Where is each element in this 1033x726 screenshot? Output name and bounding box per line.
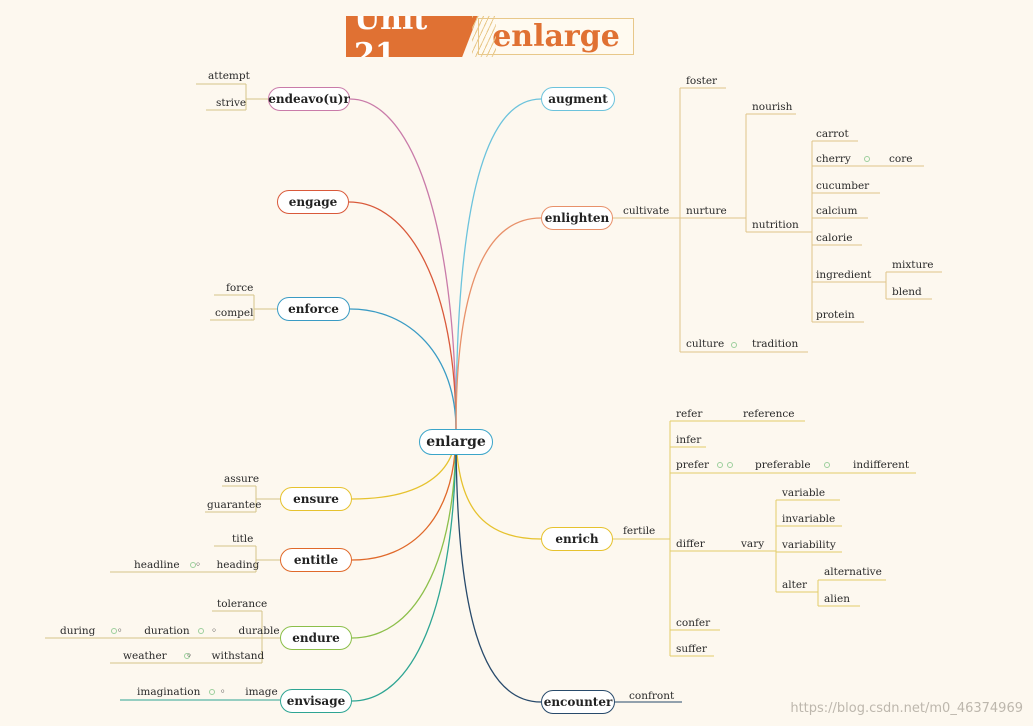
connector-line [255,546,280,572]
label-differ: differ [676,538,705,550]
branch-encounter [455,429,542,703]
dot-cherry-core [864,156,870,162]
dot-during-duration [111,628,117,634]
node-enforce[interactable]: enforce [277,297,350,321]
label-preferable: preferable [755,459,811,471]
label-confer: confer [676,617,711,629]
label-prefer: prefer [676,459,710,471]
label-protein: protein [816,309,855,321]
label-calorie: calorie [816,232,853,244]
label-carrot: carrot [816,128,849,140]
dot-imagination-image [209,689,215,695]
node-enrich[interactable]: enrich [541,527,613,551]
branch-envisage [351,429,457,702]
label-nutrition: nutrition [752,219,799,231]
center-node[interactable]: enlarge [419,429,493,455]
connector-line [253,295,277,320]
branch-enlighten [455,217,542,431]
label-title: title [232,533,254,545]
label-indifferent: indifferent [853,459,910,471]
watermark: https://blog.csdn.net/m0_46374969 [790,701,1023,716]
branch-engage [348,201,457,431]
label-cucumber: cucumber [816,180,870,192]
label-ingredient: ingredient [816,269,872,281]
node-augment[interactable]: augment [541,87,615,111]
label-calcium: calcium [816,205,858,217]
node-envisage[interactable]: envisage [280,689,352,713]
branch-endeavo(u)r [349,98,457,431]
label-tolerance: tolerance [217,598,268,610]
dot-headline-heading [190,562,196,568]
label-invariable: invariable [782,513,836,525]
branch-enforce [349,308,457,431]
label-attempt: attempt [208,70,250,82]
node-endeavour[interactable]: endeavo(u)r [268,87,350,111]
label-cultivate: cultivate [623,205,670,217]
label-weather-withstand: weather ◦ withstand [123,650,265,662]
connector-line [245,84,268,110]
node-encounter[interactable]: encounter [541,690,615,714]
label-nourish: nourish [752,101,793,113]
unit-title-banner: Unit 21 enlarge [346,16,634,57]
label-alternative: alternative [824,566,882,578]
dot-refer-reference [717,462,723,468]
label-reference: reference [743,408,795,420]
label-refer: refer [676,408,703,420]
connector-line [261,611,280,663]
label-nurture: nurture [686,205,727,217]
node-ensure[interactable]: ensure [280,487,352,511]
dot-preferable-indifferent [824,462,830,468]
label-assure: assure [224,473,260,485]
label-alien: alien [824,593,850,605]
label-during-duration-durable: during ◦ duration ◦ durable [60,625,280,637]
label-strive: strive [216,97,247,109]
node-enlighten[interactable]: enlighten [541,206,613,230]
dot-duration-durable [198,628,204,634]
branch-entitle [351,429,457,561]
node-entitle[interactable]: entitle [280,548,352,572]
label-core: core [889,153,913,165]
unit-word: enlarge [478,18,634,55]
label-infer: infer [676,434,702,446]
label-mixture: mixture [892,259,934,271]
label-force: force [226,282,254,294]
label-cherry: cherry [816,153,851,165]
label-headline-heading: headline ◦ heading [134,559,260,571]
label-tradition: tradition [752,338,799,350]
node-endure[interactable]: endure [280,626,352,650]
label-variable: variable [782,487,826,499]
unit-number: Unit 21 [346,16,478,57]
dot-weather-withstand [184,653,190,659]
label-vary: vary [741,538,765,550]
dot-prefer-preferable [727,462,733,468]
label-confront: confront [629,690,675,702]
label-alter: alter [782,579,808,591]
node-engage[interactable]: engage [277,190,349,214]
label-fertile: fertile [623,525,656,537]
branch-endure [351,429,457,639]
label-culture: culture [686,338,725,350]
connector-line [255,486,280,512]
label-imagination-image: imagination ◦ image [137,686,278,698]
label-foster: foster [686,75,718,87]
title-decoration [472,16,496,57]
label-blend: blend [892,286,922,298]
label-guarantee: guarantee [207,499,262,511]
label-compel: compel [215,307,254,319]
label-suffer: suffer [676,643,707,655]
label-variability: variability [782,539,836,551]
dot-culture-tradition [731,342,737,348]
branch-augment [455,98,542,431]
